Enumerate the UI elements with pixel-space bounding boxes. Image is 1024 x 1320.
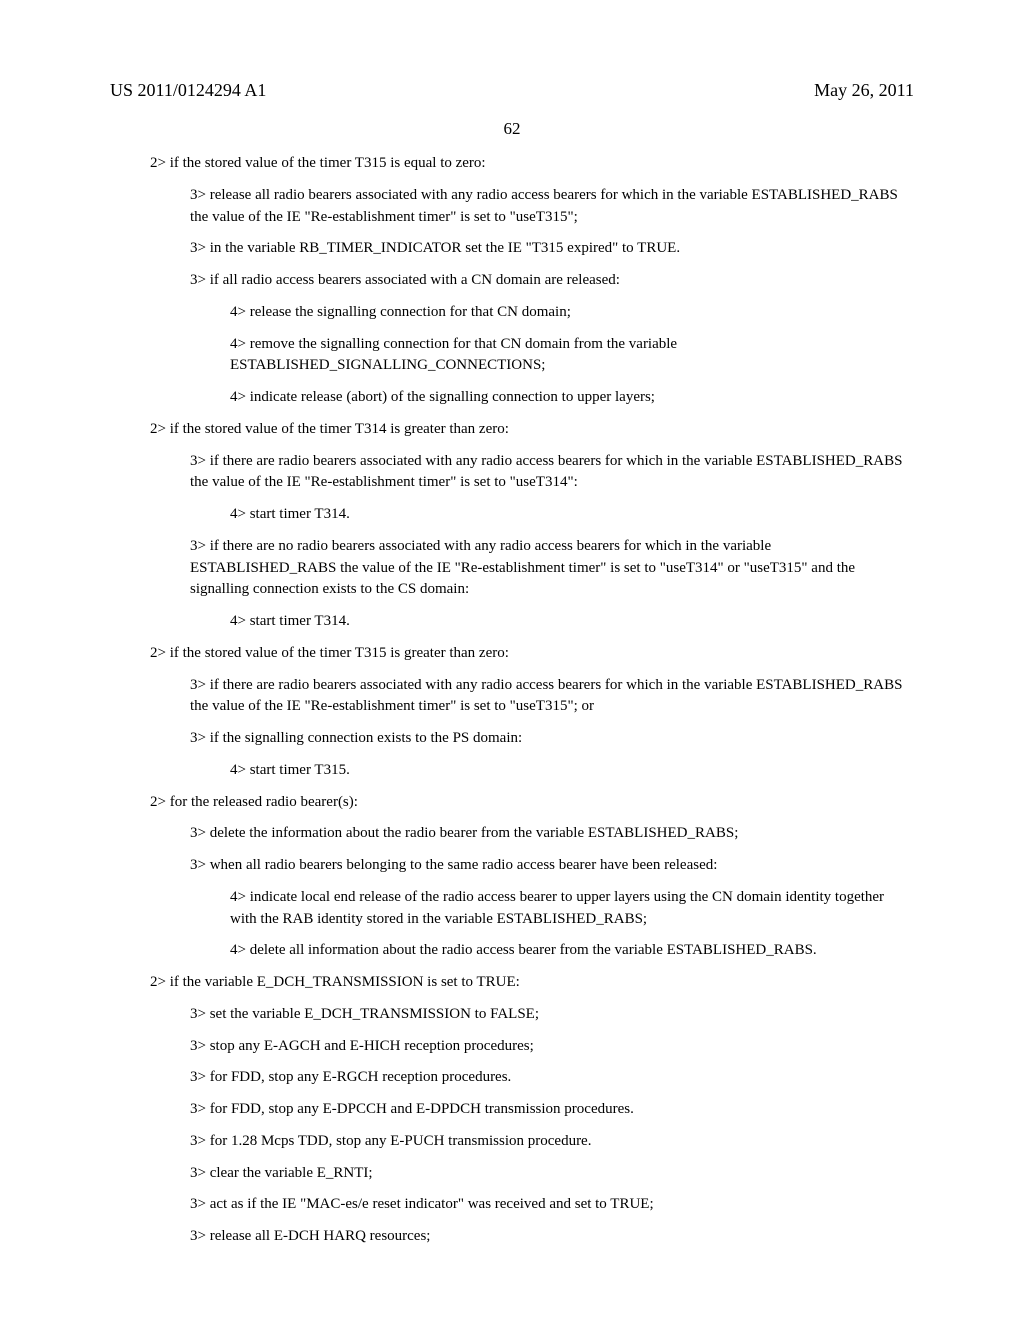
spec-item-lvl3: 3> clear the variable E_RNTI; — [190, 1163, 914, 1185]
spec-item-lvl2: 2> if the variable E_DCH_TRANSMISSION is… — [150, 972, 914, 994]
spec-item-lvl2: 2> for the released radio bearer(s): — [150, 792, 914, 814]
spec-item-lvl3: 3> release all E-DCH HARQ resources; — [190, 1226, 914, 1248]
spec-item-lvl3: 3> for 1.28 Mcps TDD, stop any E-PUCH tr… — [190, 1131, 914, 1153]
publication-date: May 26, 2011 — [814, 80, 914, 101]
spec-item-lvl2: 2> if the stored value of the timer T315… — [150, 153, 914, 175]
spec-item-lvl2: 2> if the stored value of the timer T314… — [150, 419, 914, 441]
spec-item-lvl3: 3> act as if the IE "MAC-es/e reset indi… — [190, 1194, 914, 1216]
spec-item-lvl4: 4> indicate release (abort) of the signa… — [230, 387, 914, 409]
spec-item-lvl4: 4> indicate local end release of the rad… — [230, 887, 914, 931]
spec-item-lvl4: 4> start timer T314. — [230, 504, 914, 526]
spec-item-lvl3: 3> if the signalling connection exists t… — [190, 728, 914, 750]
spec-item-lvl4: 4> remove the signalling connection for … — [230, 334, 914, 378]
spec-item-lvl4: 4> start timer T315. — [230, 760, 914, 782]
patent-page: US 2011/0124294 A1 May 26, 2011 62 2> if… — [0, 0, 1024, 1302]
spec-item-lvl3: 3> stop any E-AGCH and E-HICH reception … — [190, 1036, 914, 1058]
spec-item-lvl3: 3> for FDD, stop any E-RGCH reception pr… — [190, 1067, 914, 1089]
spec-item-lvl3: 3> when all radio bearers belonging to t… — [190, 855, 914, 877]
spec-item-lvl3: 3> set the variable E_DCH_TRANSMISSION t… — [190, 1004, 914, 1026]
spec-item-lvl3: 3> delete the information about the radi… — [190, 823, 914, 845]
page-number: 62 — [110, 119, 914, 139]
page-header: US 2011/0124294 A1 May 26, 2011 — [110, 80, 914, 101]
spec-item-lvl3: 3> if there are radio bearers associated… — [190, 451, 914, 495]
spec-item-lvl3: 3> for FDD, stop any E-DPCCH and E-DPDCH… — [190, 1099, 914, 1121]
spec-item-lvl2: 2> if the stored value of the timer T315… — [150, 643, 914, 665]
spec-item-lvl3: 3> in the variable RB_TIMER_INDICATOR se… — [190, 238, 914, 260]
publication-number: US 2011/0124294 A1 — [110, 80, 266, 101]
spec-item-lvl3: 3> if all radio access bearers associate… — [190, 270, 914, 292]
spec-item-lvl3: 3> if there are no radio bearers associa… — [190, 536, 914, 601]
spec-item-lvl3: 3> if there are radio bearers associated… — [190, 675, 914, 719]
spec-item-lvl4: 4> start timer T314. — [230, 611, 914, 633]
spec-item-lvl4: 4> delete all information about the radi… — [230, 940, 914, 962]
document-body: 2> if the stored value of the timer T315… — [110, 153, 914, 1248]
spec-item-lvl3: 3> release all radio bearers associated … — [190, 185, 914, 229]
spec-item-lvl4: 4> release the signalling connection for… — [230, 302, 914, 324]
